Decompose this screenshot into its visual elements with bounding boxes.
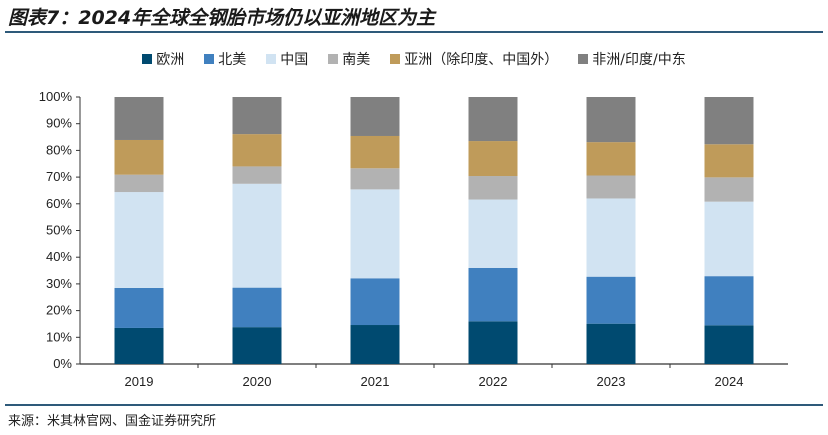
legend-label: 南美 [342,52,371,68]
legend-swatch [142,54,153,64]
legend-swatch [266,54,277,64]
legend-swatch [578,54,589,64]
x-tick-label: 2022 [479,374,508,389]
legend-item: 非洲/印度/中东 [578,49,686,69]
bar-segment [468,97,518,142]
bar-segment [350,325,400,364]
bar-segment [350,168,400,190]
bar-segment [232,97,282,135]
bar-segment [114,287,164,328]
legend: 欧洲 北美 中国 南美 亚洲（除印度、中国外） 非洲/印度/中东 [0,49,828,69]
bar-segment [586,198,636,277]
bar-segment [232,183,282,288]
bar-segment [704,177,754,202]
bar-segment [586,142,636,176]
y-tick-label: 100% [39,89,73,104]
title-rule [5,31,823,33]
bar-segment [586,175,636,199]
source-note: 来源：米其林官网、国金证券研究所 [8,414,217,429]
bar-segment [704,325,754,364]
x-tick-label: 2024 [715,374,744,389]
bar-segment [350,97,400,136]
plot-area: 0% 10% 20% 30% 40% 50% 60% 70% 80% 90% 100% 2019 202… [39,89,788,389]
bar-segment [586,276,636,324]
bar-segment [468,141,518,177]
bar-segment [704,97,754,145]
bar-segment [114,139,164,175]
bar-segment [350,189,400,279]
y-tick-label: 80% [46,142,72,157]
x-tick-label: 2023 [597,374,626,389]
y-tick-label: 0% [53,356,72,371]
legend-label: 亚洲（除印度、中国外） [404,52,559,68]
x-tick-label: 2021 [361,374,390,389]
y-tick-label: 30% [46,276,72,291]
y-tick-label: 70% [46,169,72,184]
bar-segment [350,135,400,169]
chart-title: 图表7：2024年全球全钢胎市场仍以亚洲地区为主 [8,7,436,29]
y-tick-label: 60% [46,196,72,211]
y-tick-label: 10% [46,329,72,344]
bar-segment [350,278,400,326]
bar-segment [114,97,164,140]
bar-segment [232,134,282,167]
x-tick-label: 2019 [125,374,154,389]
y-tick-label: 50% [46,223,72,238]
bar-segment [114,174,164,193]
legend-swatch [390,54,401,64]
legend-swatch [328,54,339,64]
legend-label: 欧洲 [156,52,185,68]
bar-segment [114,192,164,288]
legend-label: 非洲/印度/中东 [592,52,686,68]
y-tick-label: 40% [46,249,72,264]
bar-segment [586,97,636,143]
legend-item: 亚洲（除印度、中国外） [390,49,558,69]
bar-segment [468,199,518,268]
bar-segment [586,323,636,364]
source-rule [5,404,823,406]
legend-swatch [204,54,215,64]
bar-segment [704,201,754,277]
legend-label: 中国 [280,52,309,68]
bar-segment [704,276,754,326]
bar-segment [232,327,282,364]
bar-segment [114,327,164,364]
bar-segment [468,321,518,364]
legend-item: 南美 [328,49,370,69]
y-tick-label: 20% [46,303,72,318]
bar-segment [468,267,518,322]
legend-item: 中国 [266,49,308,69]
legend-item: 北美 [204,49,246,69]
bar-segment [468,176,518,200]
legend-label: 北美 [218,52,247,68]
bar-segment [232,166,282,184]
legend-item: 欧洲 [142,49,184,69]
x-tick-label: 2020 [243,374,272,389]
bar-segment [232,287,282,328]
bar-segment [704,144,754,178]
y-tick-label: 90% [46,116,72,131]
